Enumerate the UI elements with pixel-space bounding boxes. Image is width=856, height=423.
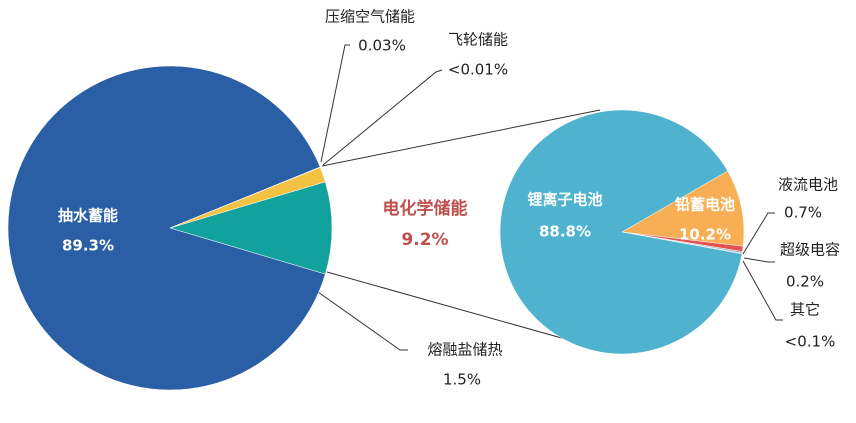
slice-label: 铅蓄电池 (675, 196, 735, 214)
value-label: 89.3% (62, 237, 114, 255)
value-label: <0.01% (448, 61, 508, 79)
leader-line (742, 212, 775, 255)
pie-slice (169, 181, 333, 275)
slice-label: 抽水蓄能 (58, 207, 118, 225)
pie (7, 65, 333, 391)
leader-line (322, 69, 443, 166)
leader-line (317, 291, 408, 351)
pie-slice (169, 167, 326, 229)
pie-slice (621, 170, 745, 247)
connector-line (326, 271, 591, 347)
connector-line (321, 109, 601, 167)
value-label: 0.2% (786, 273, 824, 291)
leader-line (742, 260, 783, 321)
slice-label: 其它 (790, 301, 820, 319)
slice-label: 超级电容 (780, 241, 840, 259)
pie-slice (7, 65, 326, 391)
value-label: <0.1% (785, 333, 836, 351)
value-label: 0.7% (784, 204, 822, 222)
value-label: 10.2% (679, 226, 731, 244)
slice-label: 液流电池 (778, 176, 838, 194)
slice-label: 锂离子电池 (527, 191, 602, 209)
pie-slice (499, 109, 743, 355)
value-label: 88.8% (539, 223, 591, 241)
value-label: 0.03% (358, 37, 406, 55)
pie (499, 109, 745, 355)
slice-label: 电化学储能 (383, 198, 468, 219)
slice-label: 熔融盐储热 (427, 341, 502, 359)
leader-line (743, 257, 775, 263)
leader-line (320, 44, 350, 163)
value-label: 1.5% (443, 371, 481, 389)
slice-label: 压缩空气储能 (325, 8, 415, 26)
slice-label: 飞轮储能 (448, 31, 508, 49)
value-label: 9.2% (401, 230, 448, 250)
